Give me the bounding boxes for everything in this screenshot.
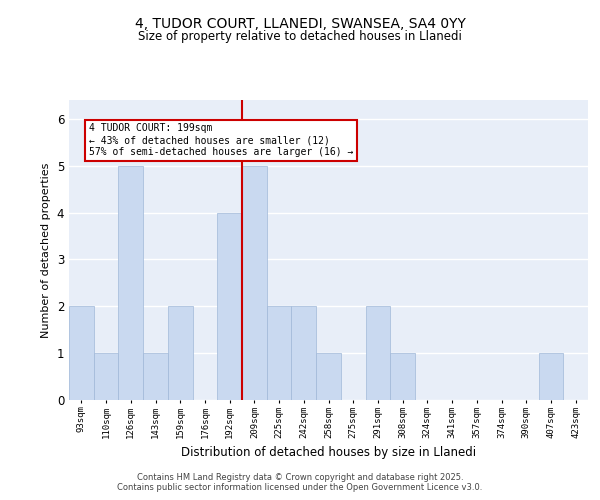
Bar	[365, 306, 390, 400]
Bar	[267, 306, 292, 400]
X-axis label: Distribution of detached houses by size in Llanedi: Distribution of detached houses by size …	[181, 446, 476, 459]
Bar	[69, 306, 94, 400]
Bar	[217, 212, 242, 400]
Text: Size of property relative to detached houses in Llanedi: Size of property relative to detached ho…	[138, 30, 462, 43]
Y-axis label: Number of detached properties: Number of detached properties	[41, 162, 51, 338]
Bar	[242, 166, 267, 400]
Bar	[143, 353, 168, 400]
Bar	[390, 353, 415, 400]
Text: Contains public sector information licensed under the Open Government Licence v3: Contains public sector information licen…	[118, 482, 482, 492]
Bar	[292, 306, 316, 400]
Bar	[118, 166, 143, 400]
Bar	[539, 353, 563, 400]
Bar	[168, 306, 193, 400]
Bar	[94, 353, 118, 400]
Text: 4, TUDOR COURT, LLANEDI, SWANSEA, SA4 0YY: 4, TUDOR COURT, LLANEDI, SWANSEA, SA4 0Y…	[134, 18, 466, 32]
Bar	[316, 353, 341, 400]
Text: 4 TUDOR COURT: 199sqm
← 43% of detached houses are smaller (12)
57% of semi-deta: 4 TUDOR COURT: 199sqm ← 43% of detached …	[89, 124, 353, 156]
Text: Contains HM Land Registry data © Crown copyright and database right 2025.: Contains HM Land Registry data © Crown c…	[137, 472, 463, 482]
